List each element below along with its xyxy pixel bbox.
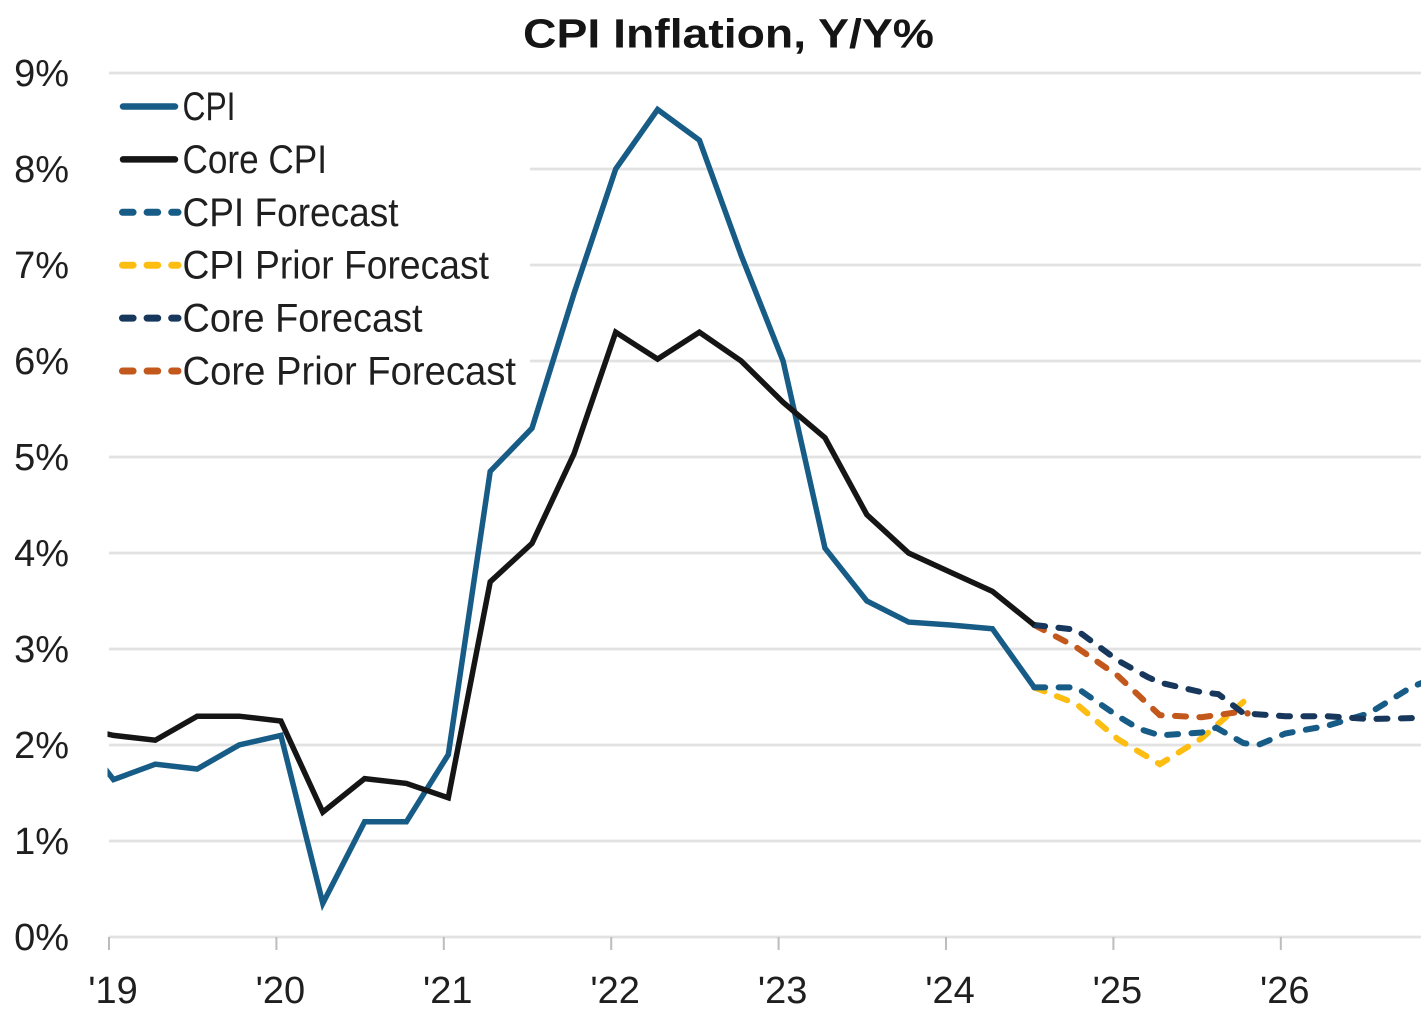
svg-text:7%: 7% [14,245,69,287]
svg-text:Core Prior Forecast: Core Prior Forecast [183,350,517,394]
svg-text:0%: 0% [14,917,69,959]
svg-text:3%: 3% [14,629,69,671]
svg-text:CPI: CPI [183,85,236,129]
svg-text:'22: '22 [590,970,640,1012]
svg-text:'24: '24 [925,970,975,1012]
svg-text:'20: '20 [256,970,306,1012]
svg-text:CPI Inflation, Y/Y%: CPI Inflation, Y/Y% [523,11,934,57]
svg-text:'21: '21 [423,970,473,1012]
svg-text:8%: 8% [14,149,69,191]
svg-text:'26: '26 [1260,970,1310,1012]
svg-text:Core Forecast: Core Forecast [183,297,423,341]
svg-text:1%: 1% [14,821,69,863]
svg-text:'25: '25 [1093,970,1143,1012]
svg-text:2%: 2% [14,725,69,767]
svg-text:CPI Prior Forecast: CPI Prior Forecast [183,244,490,288]
svg-text:'19: '19 [88,970,138,1012]
svg-text:CPI Forecast: CPI Forecast [183,191,399,235]
svg-text:5%: 5% [14,437,69,479]
svg-text:6%: 6% [14,341,69,383]
svg-text:9%: 9% [14,53,69,95]
svg-text:Core CPI: Core CPI [183,138,328,182]
svg-text:4%: 4% [14,533,69,575]
svg-text:'23: '23 [758,970,808,1012]
